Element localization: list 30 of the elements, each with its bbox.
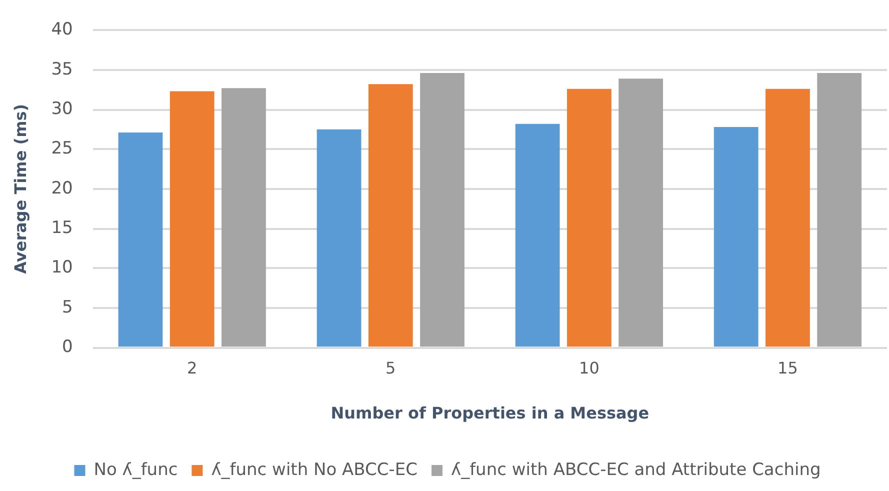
- x-tick-label: 10: [579, 358, 600, 378]
- bar: [515, 124, 560, 347]
- y-tick-label: 25: [51, 138, 73, 159]
- y-tick-label: 15: [51, 218, 73, 238]
- bar: [368, 84, 413, 347]
- y-tick-label: 40: [51, 20, 73, 40]
- x-axis-title: Number of Properties in a Message: [330, 404, 650, 423]
- bar: [316, 129, 362, 347]
- legend-label: ʎ_func with No ABCC-EC: [211, 460, 418, 480]
- y-tick-label: 5: [62, 297, 73, 318]
- bar: [170, 91, 214, 347]
- legend-label: ʎ_func with ABCC-EC and Attribute Caching: [451, 460, 821, 480]
- bar: [714, 127, 758, 347]
- bar: [618, 78, 664, 347]
- bar: [566, 88, 612, 347]
- x-tick-label: 15: [778, 358, 798, 378]
- y-tick-label: 30: [51, 98, 73, 119]
- y-axis-title: Average Time (ms): [10, 104, 30, 274]
- y-tick-label: 10: [51, 258, 73, 278]
- x-tick-label: 5: [386, 358, 396, 378]
- y-tick-label: 20: [51, 178, 73, 198]
- bar: [817, 73, 862, 347]
- bar: [118, 132, 163, 347]
- bar: [222, 88, 266, 347]
- y-tick-label: 0: [62, 337, 73, 358]
- legend-label: No ʎ_func: [94, 460, 178, 480]
- x-tick-label: 2: [187, 358, 198, 378]
- bar: [420, 73, 464, 347]
- y-tick-label: 35: [51, 59, 73, 80]
- bar: [766, 88, 810, 347]
